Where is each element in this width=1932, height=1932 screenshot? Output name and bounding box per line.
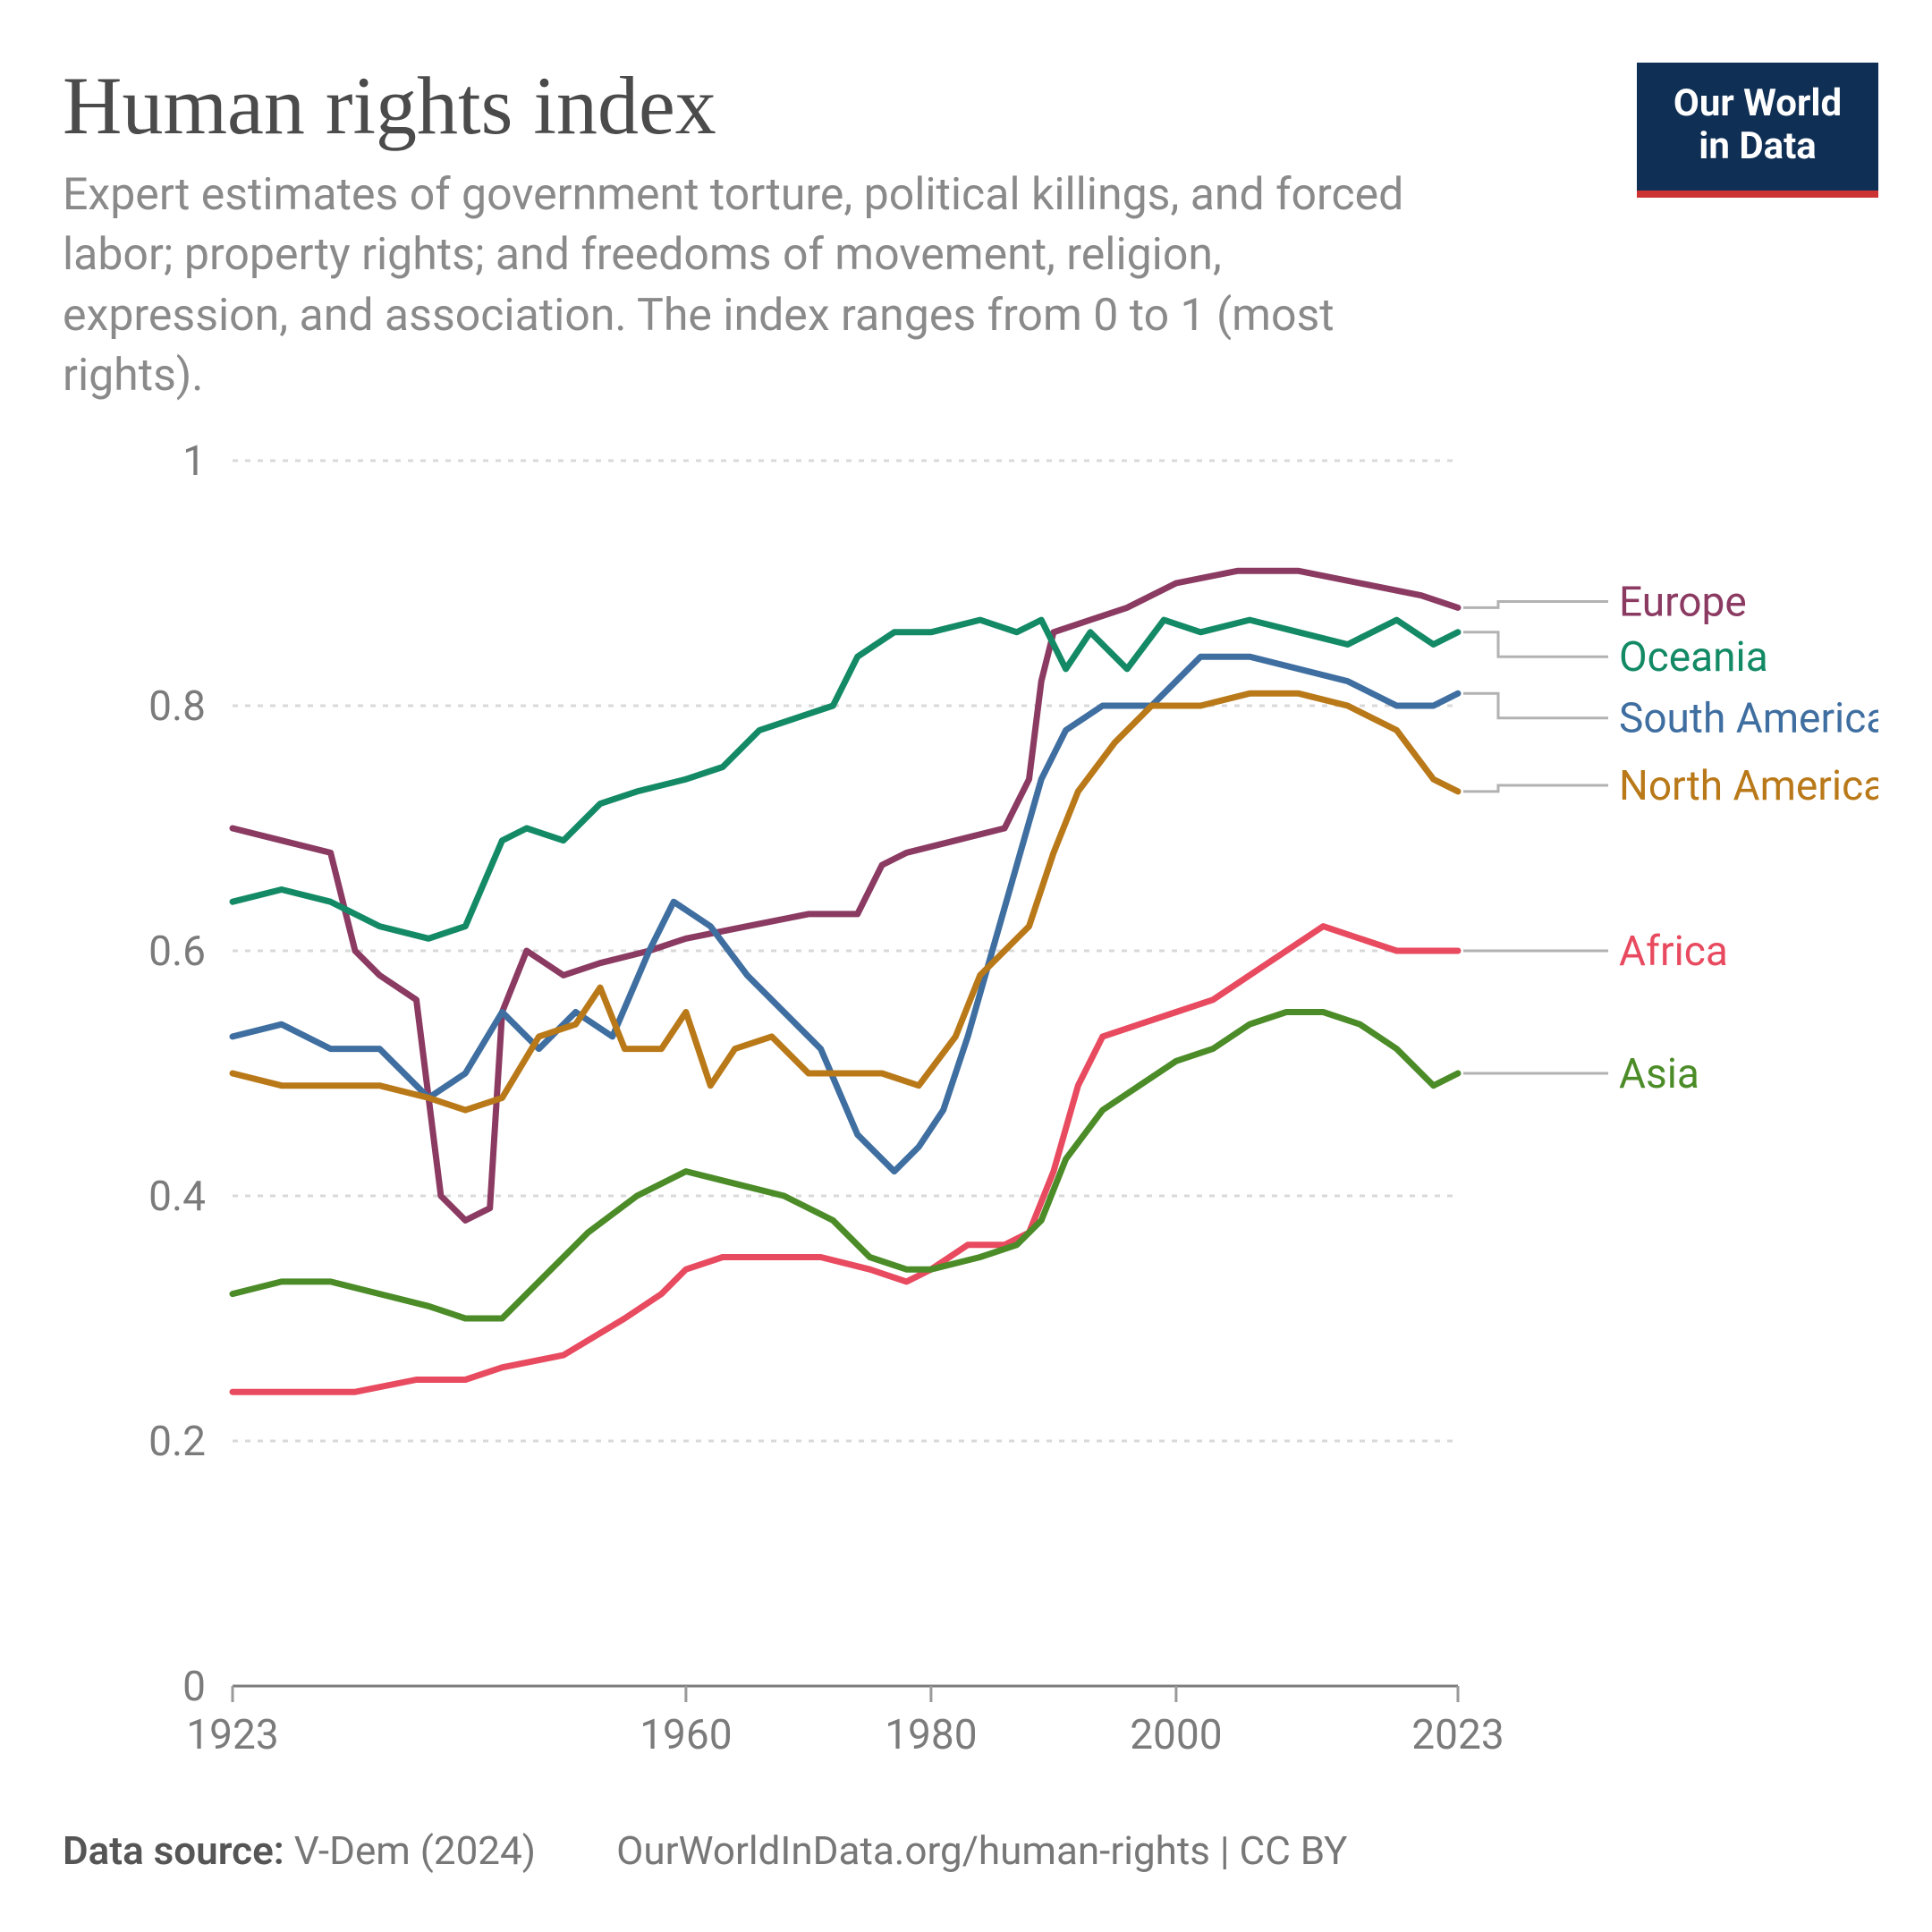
page-title: Human rights index: [63, 63, 1404, 149]
chart-area: 0 0.2 0.4 0.6 0.8 1 1923 1960 1980 2000 2023 Europe…: [63, 443, 1878, 1758]
series-europe: [233, 571, 1458, 1220]
subtitle: Expert estimates of government torture, …: [63, 165, 1404, 407]
source-value: V-Dem (2024): [294, 1827, 536, 1874]
y-tick-label: 0: [182, 1663, 206, 1711]
y-tick-label: 1: [182, 443, 206, 486]
logo-line1: Our World: [1664, 82, 1852, 125]
legend-label-north_america: North America: [1619, 762, 1878, 810]
legend-label-south_america: South America: [1619, 694, 1878, 742]
x-tick-label: 2023: [1411, 1711, 1504, 1758]
x-tick-label: 2000: [1130, 1711, 1222, 1758]
source-label: Data source:: [63, 1827, 284, 1874]
legend-label-asia: Asia: [1619, 1050, 1699, 1098]
footer: Data source: V-Dem (2024) OurWorldInData…: [63, 1827, 1878, 1874]
legend-label-europe: Europe: [1619, 578, 1747, 626]
y-tick-label: 0.2: [148, 1418, 206, 1466]
series-north_america: [233, 693, 1458, 1110]
header: Human rights index Expert estimates of g…: [63, 63, 1878, 407]
owid-logo: Our World in Data: [1637, 63, 1878, 198]
x-tick-label: 1980: [885, 1711, 977, 1758]
series-asia: [233, 1012, 1458, 1318]
x-tick-label: 1960: [640, 1711, 732, 1758]
data-source: Data source: V-Dem (2024): [63, 1827, 536, 1874]
y-tick-label: 0.4: [148, 1173, 206, 1221]
series-oceania: [233, 620, 1458, 938]
x-tick-label: 1923: [186, 1711, 278, 1758]
legend-label-africa: Africa: [1619, 928, 1728, 976]
legend-label-oceania: Oceania: [1619, 633, 1768, 682]
attribution: OurWorldInData.org/human-rights | CC BY: [616, 1827, 1347, 1874]
y-tick-label: 0.8: [148, 682, 206, 731]
line-chart: 0 0.2 0.4 0.6 0.8 1 1923 1960 1980 2000 2023 Europe…: [63, 443, 1878, 1758]
y-tick-label: 0.6: [148, 928, 206, 976]
logo-line2: in Data: [1664, 125, 1852, 168]
